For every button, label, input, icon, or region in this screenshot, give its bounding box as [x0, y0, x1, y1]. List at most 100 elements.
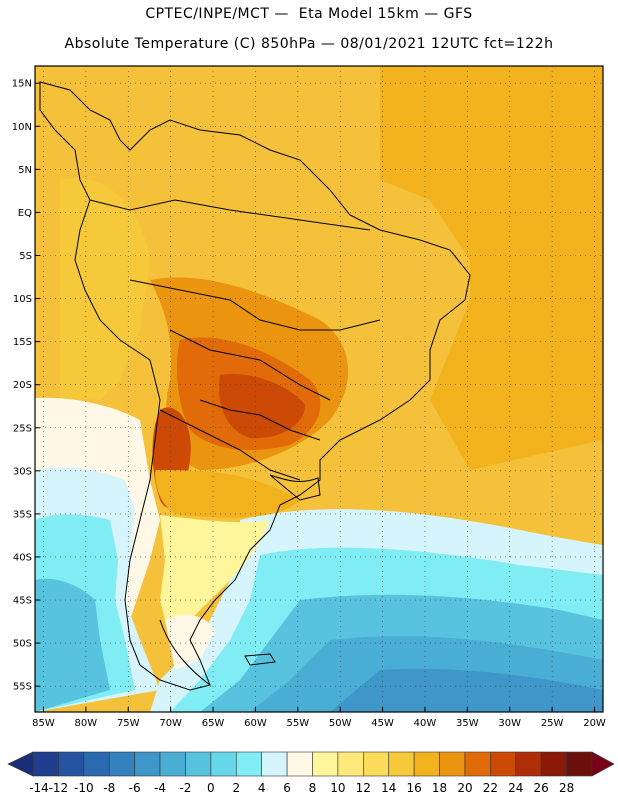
border-north [89, 199, 371, 231]
lon-label: 80W [75, 718, 98, 729]
colorbar-label: -12 [49, 781, 69, 795]
colorbar-label: 0 [207, 781, 215, 795]
lon-label: 75W [117, 718, 140, 729]
lat-label: 25S [13, 423, 32, 434]
lat-label: 10N [12, 122, 32, 133]
lat-label: 30S [13, 466, 32, 477]
colorbar-label: 28 [559, 781, 574, 795]
longitude-axis: 85W 80W 75W 70W 65W 60W 55W 50W 45W 40W 35W 30W 25W 2… [32, 707, 606, 729]
colorbar-swatch [286, 751, 313, 777]
colorbar-swatch [337, 751, 364, 777]
field-patagonia-cool [165, 614, 215, 670]
lon-label: 45W [371, 718, 394, 729]
colorbar-swatch [413, 751, 440, 777]
lon-label: 70W [159, 718, 182, 729]
colorbar-swatch [32, 751, 59, 777]
colorbar-swatch [312, 751, 339, 777]
lon-label: 60W [244, 718, 267, 729]
field-warm-atlantic [380, 66, 603, 470]
temperature-field [35, 66, 603, 712]
colorbar-label: 18 [432, 781, 447, 795]
colorbar-swatch [58, 751, 85, 777]
colorbar-label: 24 [508, 781, 523, 795]
lon-label: 30W [498, 718, 521, 729]
colorbar-label: 16 [406, 781, 421, 795]
colorbar-over-triangle [591, 751, 615, 777]
colorbar-swatch [515, 751, 542, 777]
colorbar-label: 12 [356, 781, 371, 795]
lat-label: 35S [13, 509, 32, 520]
south-america-outline [39, 81, 471, 691]
colorbar-label: -8 [103, 781, 115, 795]
colorbar-label: -10 [74, 781, 94, 795]
field-patagonia-mild [160, 515, 270, 640]
colorbar-swatch [388, 751, 415, 777]
colorbar-label: -4 [154, 781, 166, 795]
colorbar-label: 26 [534, 781, 549, 795]
map-frame [34, 65, 604, 713]
chart-title: CPTEC/INPE/MCT — Eta Model 15km — GFS [145, 6, 473, 22]
lat-label: 55S [13, 682, 32, 693]
colorbar-label: 14 [381, 781, 396, 795]
border-paraguay [199, 399, 321, 441]
colorbar-swatch [540, 751, 567, 777]
chart-subtitle: Absolute Temperature (C) 850hPa — 08/01/… [64, 36, 554, 52]
colorbar-swatch [210, 751, 237, 777]
lon-label: 35W [456, 718, 479, 729]
colorbar-swatch [261, 751, 288, 777]
colorbar-label: -14 [29, 781, 49, 795]
lat-label: 20S [13, 380, 32, 391]
colorbar-swatch [83, 751, 110, 777]
border-bolivia [169, 329, 331, 401]
lon-label: 55W [286, 718, 309, 729]
lon-label: 25W [541, 718, 564, 729]
latitude-axis: 15N 10N 5N EQ 5S 10S 15S 20S 25S 30S 35S 40S 45S 50S 5… [12, 79, 40, 693]
border-argentina-north [159, 409, 301, 481]
colorbar: -14 -12 -10 -8 -6 -4 -2 0 2 4 6 8 10 12 14 16 18 20 22 24 26… [7, 751, 615, 795]
temperature-map: 15N 10N 5N EQ 5S 10S 15S 20S 25S 30S 35S 40S 45S 50S 5… [12, 65, 606, 729]
lat-label: 10S [13, 294, 32, 305]
colorbar-swatch [490, 751, 517, 777]
colorbar-label: 8 [309, 781, 317, 795]
lon-label: 65W [202, 718, 225, 729]
colorbar-label: 2 [232, 781, 240, 795]
lat-label: 15N [12, 79, 32, 90]
lon-label: 20W [583, 718, 606, 729]
field-atlantic-deep [330, 668, 603, 712]
colorbar-label: 22 [483, 781, 498, 795]
colorbar-swatch [363, 751, 390, 777]
lat-label: 15S [13, 337, 32, 348]
colorbar-swatch [185, 751, 212, 777]
coastlines [39, 81, 471, 691]
colorbar-label: -6 [129, 781, 141, 795]
lon-label: 50W [329, 718, 352, 729]
colorbar-swatch [134, 751, 161, 777]
lon-label: 85W [32, 718, 55, 729]
lat-label: 45S [13, 596, 32, 607]
lon-label: 40W [414, 718, 437, 729]
colorbar-swatch [108, 751, 135, 777]
falklands [244, 653, 276, 666]
lat-label: 50S [13, 639, 32, 650]
colorbar-swatch [439, 751, 466, 777]
lat-label: EQ [18, 208, 32, 219]
field-pacific-colder [35, 578, 110, 712]
colorbar-swatch [235, 751, 262, 777]
colorbar-label: 10 [330, 781, 345, 795]
field-chaco-hotter [219, 374, 305, 439]
uruguay-outline [269, 474, 321, 501]
colorbar-label: 4 [258, 781, 266, 795]
colorbar-label: -2 [179, 781, 191, 795]
lat-label: 5N [18, 165, 32, 176]
colorbar-under-triangle [7, 751, 34, 777]
colorbar-swatch [464, 751, 491, 777]
lat-label: 5S [19, 251, 32, 262]
border-amazon-south [129, 279, 381, 331]
colorbar-swatch [159, 751, 186, 777]
colorbar-label: 6 [283, 781, 291, 795]
tierra-del-fuego [159, 619, 211, 686]
lat-label: 40S [13, 552, 32, 563]
colorbar-label: 20 [457, 781, 472, 795]
field-pampas [155, 470, 300, 518]
colorbar-swatch [566, 751, 593, 777]
